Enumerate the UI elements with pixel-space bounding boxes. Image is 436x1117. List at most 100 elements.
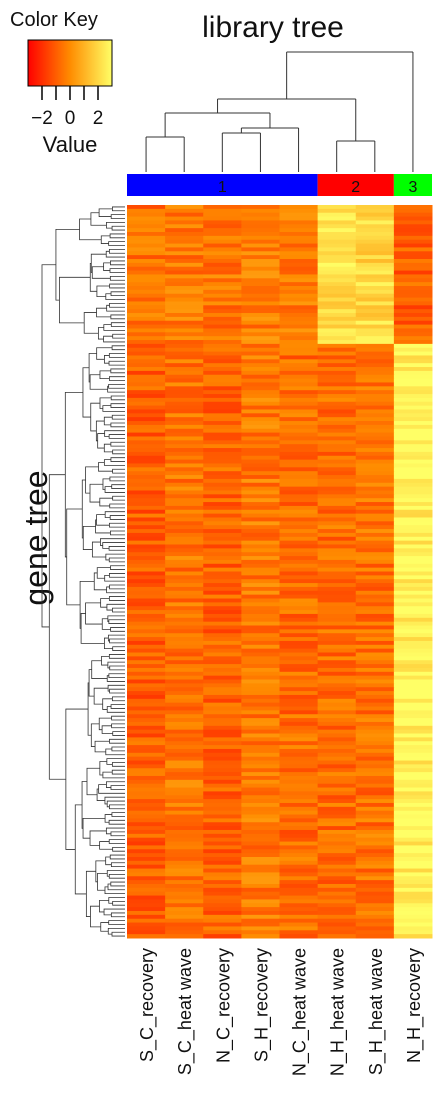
heatmap-cell — [317, 791, 357, 796]
heatmap-cell — [393, 621, 433, 627]
heatmap-cell — [393, 914, 433, 920]
heatmap-cell — [127, 471, 166, 476]
heatmap-cell — [393, 471, 433, 476]
heatmap-cell — [355, 644, 395, 650]
heatmap-cell — [127, 829, 166, 835]
heatmap-cell — [393, 841, 433, 846]
row-dendrogram-branch — [112, 646, 125, 651]
heatmap-cell — [279, 718, 319, 723]
heatmap-cell — [127, 347, 166, 353]
heatmap-cell — [241, 837, 280, 843]
heatmap-cell — [127, 374, 166, 380]
heatmap-cell — [393, 706, 433, 711]
heatmap-cell — [393, 413, 433, 418]
row-dendrogram-branch — [112, 900, 125, 906]
heatmap-cell — [165, 652, 204, 657]
heatmap-cell — [279, 529, 319, 534]
heatmap-cell — [203, 710, 242, 715]
heatmap-cell — [127, 297, 166, 302]
heatmap-cell — [165, 849, 204, 854]
heatmap-cell — [165, 795, 204, 800]
row-dendrogram-branch — [104, 814, 112, 823]
heatmap-cell — [203, 806, 242, 812]
heatmap-cell — [393, 536, 433, 542]
heatmap-cell — [127, 451, 166, 457]
heatmap-cell — [203, 860, 242, 866]
heatmap-cell — [241, 818, 280, 823]
heatmap-cell — [279, 613, 319, 619]
heatmap-cell — [127, 583, 166, 588]
heatmap-cell — [279, 289, 319, 295]
heatmap-cell — [355, 694, 395, 700]
heatmap-cell — [279, 698, 319, 704]
heatmap-cell — [317, 644, 357, 650]
heatmap-cell — [279, 710, 319, 715]
heatmap-cell — [241, 922, 280, 927]
row-dendrogram-branch — [89, 483, 103, 503]
row-dendrogram-branch — [41, 264, 56, 628]
heatmap-cell — [393, 860, 433, 866]
heatmap-cell — [317, 652, 357, 657]
heatmap-cell — [355, 421, 395, 426]
heatmap-cell — [241, 864, 280, 870]
heatmap-cell — [279, 629, 319, 634]
heatmap-cell — [317, 374, 357, 380]
heatmap-cell — [279, 448, 319, 453]
heatmap-cell — [279, 212, 319, 218]
heatmap-cell — [241, 772, 280, 777]
heatmap-cell — [317, 729, 357, 735]
heatmap-cell — [165, 421, 204, 426]
heatmap-cell — [317, 891, 357, 897]
heatmap-cell — [355, 876, 395, 881]
heatmap-cell — [165, 637, 204, 642]
heatmap-cell — [241, 328, 280, 333]
heatmap-cell — [127, 432, 166, 437]
heatmap-cell — [393, 775, 433, 781]
heatmap-cell — [165, 918, 204, 924]
heatmap-cell — [241, 505, 280, 511]
heatmap-cell — [393, 637, 433, 642]
heatmap-cell — [317, 637, 357, 642]
row-dendrogram-branch — [104, 430, 125, 437]
heatmap-cell — [393, 343, 433, 349]
heatmap-cell — [165, 397, 204, 403]
heatmap-cell — [279, 907, 319, 912]
heatmap-cell — [165, 729, 204, 735]
heatmap-cell — [127, 833, 166, 839]
heatmap-cell — [393, 745, 433, 750]
heatmap-cell — [393, 382, 433, 387]
heatmap-cell — [279, 837, 319, 843]
row-dendrogram-branch — [110, 291, 125, 297]
heatmap-cell — [203, 351, 242, 356]
heatmap-cell — [393, 309, 433, 314]
heatmap-cell — [241, 910, 280, 916]
heatmap-cell — [127, 775, 166, 781]
heatmap-cell — [279, 293, 319, 299]
heatmap-cell — [317, 910, 357, 916]
heatmap-cell — [279, 579, 319, 584]
heatmap-cell — [127, 320, 166, 326]
heatmap-cell — [317, 224, 357, 229]
heatmap-cell — [165, 340, 204, 345]
heatmap-cell — [241, 548, 280, 553]
heatmap-cell — [355, 517, 395, 522]
heatmap-cell — [279, 208, 319, 214]
heatmap-cell — [355, 208, 395, 214]
heatmap-cell — [127, 498, 166, 503]
heatmap-cell — [317, 536, 357, 542]
heatmap-cell — [317, 552, 357, 557]
heatmap-cell — [355, 849, 395, 854]
heatmap-cell — [203, 367, 242, 372]
heatmap-cell — [241, 490, 280, 495]
heatmap-cell — [241, 586, 280, 592]
heatmap-cell — [279, 760, 319, 765]
heatmap-cell — [317, 745, 357, 750]
heatmap-cell — [393, 721, 433, 727]
heatmap-cell — [393, 714, 433, 719]
heatmap-cell — [241, 343, 280, 349]
row-dendrogram-branch — [93, 687, 109, 705]
heatmap-cell — [203, 390, 242, 395]
heatmap-cell — [203, 648, 242, 654]
heatmap-cell — [279, 475, 319, 480]
heatmap-cell — [241, 606, 280, 611]
